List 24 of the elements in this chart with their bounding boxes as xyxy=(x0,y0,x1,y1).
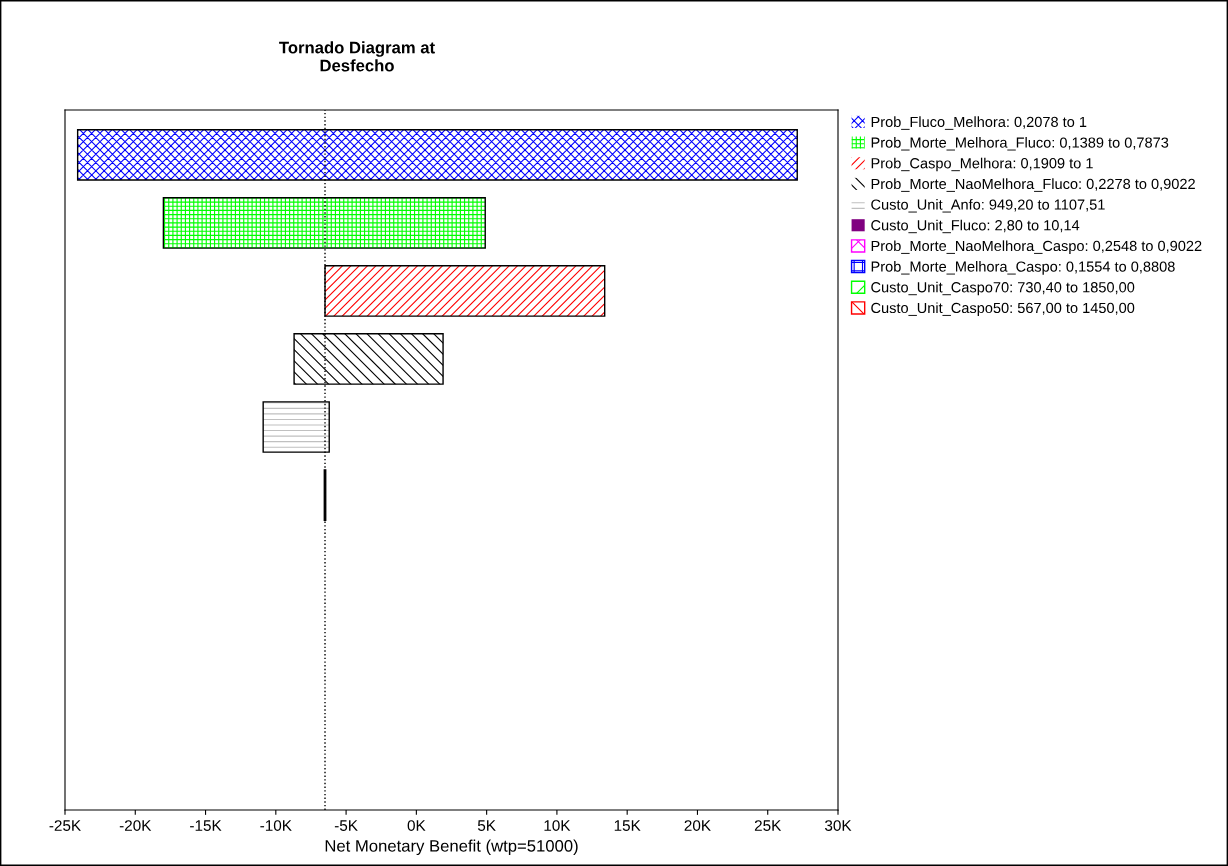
legend-label: Custo_Unit_Caspo50: 567,00 to 1450,00 xyxy=(871,302,1135,316)
x-tick-label: 0K xyxy=(407,820,426,831)
x-tick-label: 20K xyxy=(684,820,711,831)
legend-label: Custo_Unit_Caspo70: 730,40 to 1850,00 xyxy=(871,281,1135,296)
x-tick-label: 25K xyxy=(754,820,782,831)
x-tick-label: -20K xyxy=(119,820,152,831)
x-tick-label: -25K xyxy=(49,820,81,831)
chart-title: Tornado Diagram at Desfecho xyxy=(279,41,435,72)
x-tick-label: 15K xyxy=(614,820,641,831)
legend-label: Prob_Morte_NaoMelhora_Caspo: 0,2548 to 0,9022 xyxy=(871,240,1202,254)
x-tick-label: -15K xyxy=(190,820,222,831)
legend-label: Prob_Caspo_Melhora: 0,1909 to 1 xyxy=(871,157,1093,172)
legend-label: Custo_Unit_Fluco: 2,80 to 10,14 xyxy=(871,219,1080,234)
x-tick-label: 5K xyxy=(477,820,496,831)
legend-label: Custo_Unit_Anfo: 949,20 to 1107,51 xyxy=(871,199,1105,213)
x-tick-label: -10K xyxy=(260,820,292,831)
legend-label: Prob_Fluco_Melhora: 0,2078 to 1 xyxy=(871,116,1087,130)
legend-label: Prob_Morte_NaoMelhora_Fluco: 0,2278 to 0,9022 xyxy=(871,178,1195,192)
x-tick-label: 10K xyxy=(544,820,571,831)
x-axis-title: Net Monetary Benefit (wtp=51000) xyxy=(325,839,578,856)
legend-label: Prob_Morte_Melhora_Fluco: 0,1389 to 0,7873 xyxy=(871,137,1169,151)
legend-label: Prob_Morte_Melhora_Caspo: 0,1554 to 0,8808 xyxy=(871,261,1175,275)
x-tick-label: -5K xyxy=(334,820,358,831)
x-tick-label: 30K xyxy=(824,820,852,831)
